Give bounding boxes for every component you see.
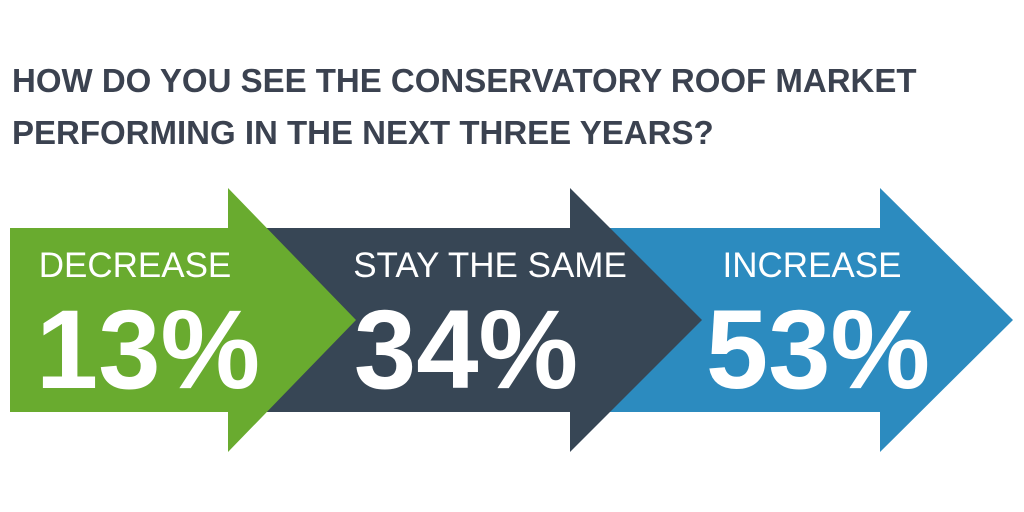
item-value: 53%: [706, 287, 930, 412]
arrow: [265, 188, 702, 452]
arrow: [10, 188, 356, 452]
item-label: DECREASE: [39, 246, 232, 285]
title-line: HOW DO YOU SEE THE CONSERVATORY ROOF MAR…: [12, 62, 917, 99]
item-value: 13%: [36, 287, 260, 412]
item-value: 34%: [354, 287, 578, 412]
item-label: STAY THE SAME: [353, 246, 627, 285]
arrow: [600, 188, 1013, 452]
title-line: PERFORMING IN THE NEXT THREE YEARS?: [12, 114, 714, 151]
item-label: INCREASE: [723, 246, 902, 285]
